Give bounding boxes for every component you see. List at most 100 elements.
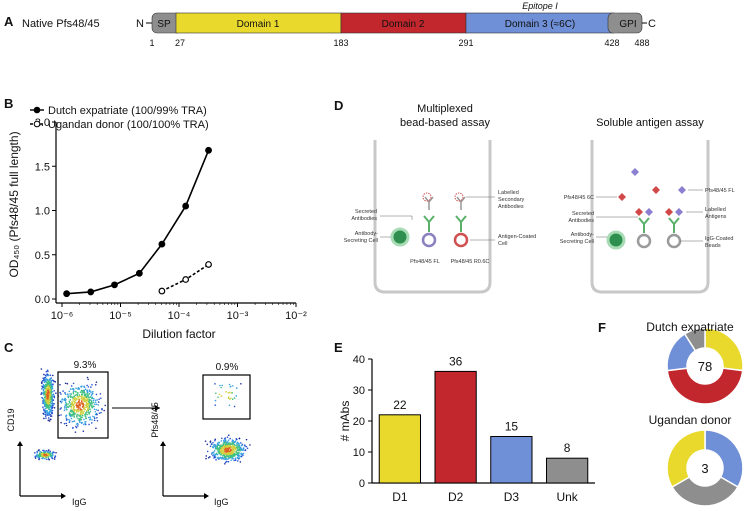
event-dot (214, 404, 217, 406)
event-dot (46, 402, 49, 404)
event-dot (84, 413, 87, 415)
event-dot (84, 399, 86, 401)
event-dot (91, 406, 93, 409)
event-dot (76, 394, 79, 396)
data-point (87, 288, 95, 296)
donut-segment (671, 475, 739, 507)
bead-icon (453, 232, 469, 248)
event-dot (235, 453, 237, 455)
bead-icon (636, 233, 652, 249)
event-dot (222, 451, 224, 453)
event-dot (51, 452, 54, 455)
antigen-icon (631, 168, 639, 176)
y-tick-label: 0.5 (35, 250, 50, 262)
event-dot (217, 396, 219, 398)
event-dot (76, 391, 79, 394)
data-point (135, 269, 143, 277)
cell-icon (390, 227, 410, 247)
event-dot (46, 395, 48, 398)
event-dot (65, 403, 68, 405)
event-dot (76, 398, 78, 401)
event-dot (43, 409, 45, 411)
event-dot (47, 391, 49, 393)
data-point (182, 276, 190, 283)
event-dot (44, 415, 47, 417)
event-dot (49, 394, 52, 397)
event-dot (46, 397, 49, 400)
event-dot (52, 393, 55, 396)
event-dot (220, 386, 222, 389)
event-dot (216, 445, 219, 448)
event-dot (51, 456, 54, 458)
event-dot (53, 396, 56, 399)
residue-number: 428 (604, 38, 619, 48)
event-dot (72, 411, 75, 414)
event-dot (45, 450, 48, 452)
event-dot (90, 402, 92, 404)
event-dot (91, 383, 93, 386)
event-dot (85, 420, 87, 423)
event-dot (46, 404, 49, 406)
event-dot (88, 393, 90, 395)
event-dot (70, 413, 73, 416)
event-dot (206, 450, 209, 453)
event-dot (204, 440, 207, 442)
event-dot (240, 382, 242, 385)
event-dot (215, 459, 217, 461)
schematic-label: Secreted (355, 209, 377, 215)
event-dot (87, 386, 90, 388)
event-dot (82, 430, 85, 432)
event-dot (75, 387, 77, 390)
event-dot (220, 440, 223, 442)
event-dot (229, 445, 231, 447)
event-dot (83, 389, 86, 392)
event-dot (75, 391, 77, 393)
event-dot (65, 424, 68, 427)
event-dot (64, 392, 66, 394)
bar (545, 457, 589, 484)
event-dot (64, 405, 66, 408)
assay-schematic: Multiplexed bead-based assay Soluble ant… (344, 103, 735, 294)
event-dot (80, 413, 83, 416)
residue-number: 1 (149, 38, 154, 48)
event-dot (217, 447, 219, 450)
data-point (205, 146, 212, 154)
event-dot (205, 457, 207, 460)
event-dot (42, 388, 45, 391)
event-dot (61, 398, 63, 401)
event-dot (49, 374, 52, 377)
event-dot (85, 410, 88, 412)
event-dot (44, 396, 47, 399)
legend-marker (33, 120, 41, 128)
event-dot (86, 403, 89, 406)
event-dot (45, 383, 47, 386)
event-dot (226, 450, 229, 453)
event-dot (72, 412, 75, 415)
event-dot (60, 414, 62, 416)
event-dot (93, 416, 96, 418)
event-dot (81, 406, 84, 408)
well (373, 140, 492, 294)
event-dot (51, 388, 54, 390)
schematic-label: Secreting Cell (344, 238, 378, 244)
event-dot (72, 390, 75, 392)
event-dot (46, 411, 48, 414)
event-dot (88, 399, 91, 402)
event-dot (68, 413, 71, 415)
event-dot (45, 452, 48, 455)
event-dot (230, 443, 233, 446)
event-dot (78, 399, 81, 401)
event-dot (226, 445, 228, 447)
bar-value-label: 22 (393, 398, 407, 412)
event-dot (50, 403, 53, 405)
event-dot (210, 443, 213, 445)
event-dot (43, 373, 45, 376)
event-dot (45, 400, 47, 402)
event-dot (88, 412, 91, 414)
event-dot (69, 419, 71, 422)
event-dot (38, 455, 41, 458)
event-dot (222, 439, 225, 442)
event-dot (71, 400, 73, 403)
donut-title: Dutch expatriate (646, 320, 734, 334)
event-dot (48, 411, 51, 414)
